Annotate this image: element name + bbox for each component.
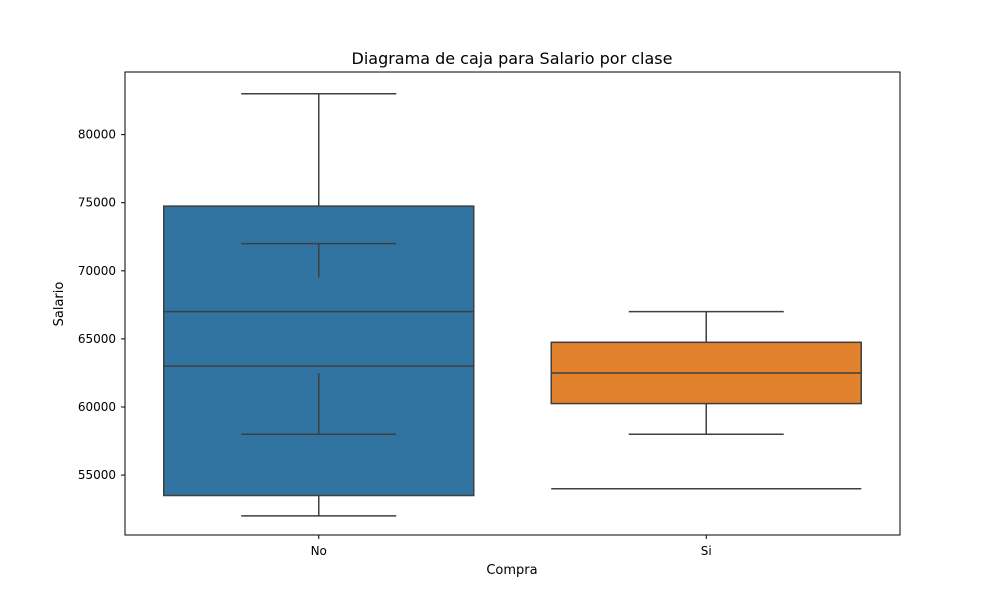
y-tick-label: 60000 <box>78 400 116 414</box>
axes-frame <box>124 71 901 536</box>
y-tick-label: 55000 <box>78 468 116 482</box>
chart-title: Diagrama de caja para Salario por clase <box>352 49 673 68</box>
y-tick-label: 65000 <box>78 332 116 346</box>
x-tick-label: Si <box>701 544 712 558</box>
y-tick-label: 70000 <box>78 264 116 278</box>
plot-area: 55000 60000 65000 70000 75000 80000 No Si <box>78 93 862 558</box>
y-axis-label: Salario <box>52 282 67 327</box>
x-axis-label: Compra <box>486 563 537 578</box>
y-tick-label: 80000 <box>78 128 116 142</box>
x-tick-label: No <box>311 544 327 558</box>
y-tick-label: 75000 <box>78 196 116 210</box>
